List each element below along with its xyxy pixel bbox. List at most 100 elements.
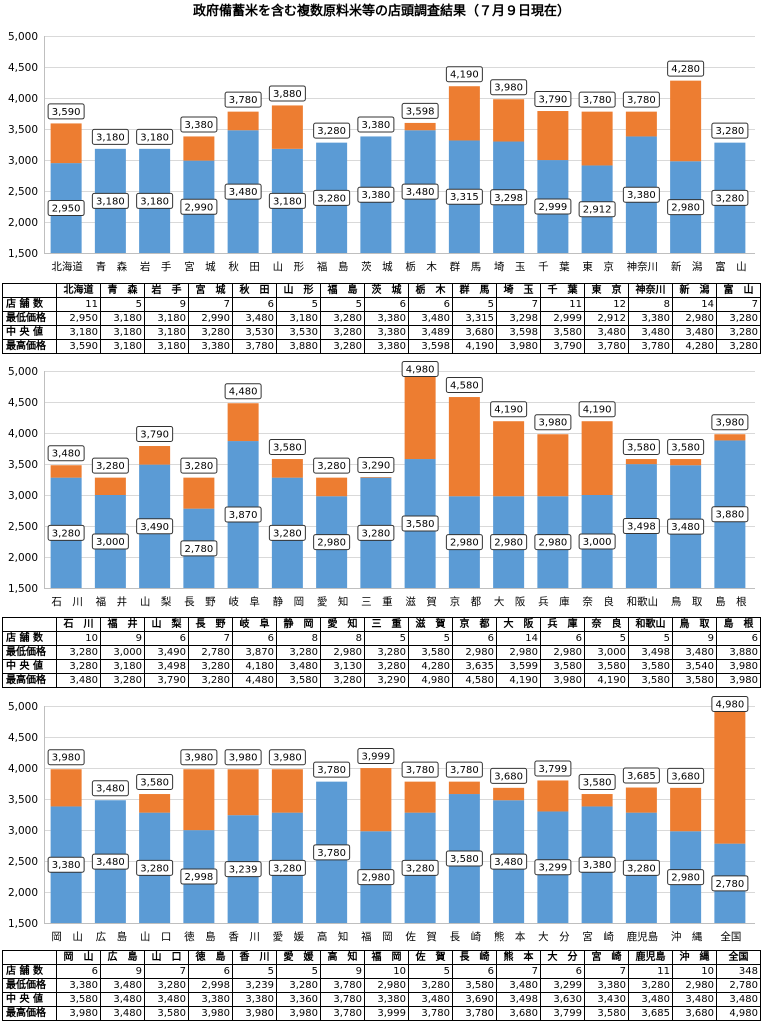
data-label-box	[711, 414, 749, 431]
table-cell: 3,280	[144, 978, 189, 993]
table-cell: 3,680	[452, 325, 497, 340]
table-cell: 2,980	[320, 645, 365, 660]
y-tick-label: 5,000	[8, 701, 38, 713]
bar-range-segment	[537, 780, 569, 812]
table-cell: 3,280	[188, 673, 233, 688]
table-cell: 3,980	[716, 673, 761, 688]
data-labels: 3,480 3,280 3,280 3,000 3,790 3,490 3,280 2,780…	[47, 361, 749, 557]
bar-range-segment	[493, 99, 525, 142]
data-label-text: 3,380	[583, 860, 612, 871]
data-label-text: 3,280	[140, 863, 169, 874]
max-price-label: 3,180	[91, 128, 129, 145]
data-label-box	[401, 361, 439, 377]
min-price-label: 3,280	[313, 189, 351, 206]
data-label-text: 3,498	[627, 522, 656, 533]
table-cell: 3,480	[56, 673, 101, 688]
data-label-box	[268, 859, 306, 876]
table-header-cell: 愛 媛	[276, 950, 321, 965]
data-label-box	[91, 780, 129, 797]
category-label: 福 井	[96, 595, 128, 608]
min-price-label: 2,980	[313, 534, 351, 551]
table-cell: 3,580	[144, 1006, 189, 1021]
bar-range-segment	[316, 477, 348, 497]
bar-range-segment	[670, 787, 702, 832]
data-label-box	[47, 445, 85, 462]
data-label-text: 3,780	[317, 765, 346, 776]
table-cell: 3,360	[276, 992, 321, 1007]
y-tick-label: 2,500	[8, 521, 38, 533]
bar-range-segment	[183, 136, 215, 161]
data-label-box	[578, 774, 616, 791]
table-cell: 3,000	[100, 645, 145, 660]
table-cell: 3,980	[496, 339, 541, 354]
data-label-text: 2,980	[362, 873, 391, 884]
min-price-label: 3,498	[622, 518, 660, 535]
data-label-text: 3,280	[273, 863, 302, 874]
data-label-text: 3,180	[140, 132, 169, 143]
category-label: 秋 田	[228, 260, 260, 273]
data-label-box	[224, 91, 262, 108]
table-header-cell: 福 島	[320, 283, 365, 298]
table-cell: 2,780	[716, 978, 761, 993]
data-label-text: 3,280	[96, 461, 125, 472]
category-label: 岐 阜	[228, 595, 260, 608]
table-cell: 2,999	[540, 311, 585, 326]
data-label-box	[622, 767, 660, 784]
max-price-label: 3,580	[622, 439, 660, 456]
data-labels: 3,590 2,950 3,180 3,180 3,180 3,180 3,380 2,990…	[47, 60, 749, 218]
min-price-label: 3,000	[578, 533, 616, 550]
min-price-label: 3,280	[268, 524, 306, 541]
data-label-text: 3,790	[539, 95, 568, 106]
category-label: 広 島	[96, 930, 128, 943]
bar-range-segment	[670, 459, 702, 466]
category-label: 富 山	[715, 260, 747, 273]
table-row-label: 最低価格	[2, 978, 57, 993]
data-label-box	[91, 853, 129, 870]
min-price-label: 3,280	[711, 189, 749, 206]
data-label-text: 3,299	[539, 863, 568, 874]
category-label: 北海道	[51, 260, 83, 273]
data-label-box	[667, 767, 705, 784]
y-tick-label: 3,000	[8, 490, 38, 502]
category-label: 沖 縄	[671, 930, 703, 943]
max-price-label: 3,280	[313, 457, 351, 474]
min-price-label: 3,280	[136, 859, 174, 876]
data-label-box	[91, 128, 129, 145]
data-label-text: 3,590	[52, 107, 81, 118]
table-cell: 3,498	[496, 992, 541, 1007]
bar-range-segment	[581, 421, 613, 495]
data-label-text: 3,280	[362, 528, 391, 539]
table-header-cell: 宮 崎	[584, 950, 629, 965]
bar-range-segment	[50, 465, 82, 478]
category-label: 京 都	[450, 595, 482, 608]
table-cell: 6	[364, 297, 409, 312]
table-header-cell: 福 岡	[364, 950, 409, 965]
data-label-box	[622, 91, 660, 108]
data-label-box	[91, 457, 129, 474]
table-row-store-count: 店 舗 数 11 5 9 7 6 5 5 6 6 5 7 11 12 8 14 7	[2, 297, 761, 312]
table-cell: 7	[584, 964, 629, 979]
data-label-box	[445, 761, 483, 778]
table-header-cell: 富 山	[716, 283, 761, 298]
min-price-label: 3,480	[401, 183, 439, 200]
table-cell: 8	[628, 297, 673, 312]
table-cell: 3,598	[408, 339, 453, 354]
data-label-box	[313, 534, 351, 551]
max-price-label: 3,680	[667, 767, 705, 784]
table-cell: 3,280	[364, 659, 409, 674]
table-cell: 9	[144, 297, 189, 312]
table-cell: 3,799	[540, 1006, 585, 1021]
data-label-box	[490, 767, 528, 784]
table-cell: 3,180	[144, 339, 189, 354]
bar-range-segment	[581, 794, 613, 807]
table-header-cell: 福 井	[100, 617, 145, 632]
table-cell: 7	[496, 297, 541, 312]
min-price-label: 2,912	[578, 201, 616, 218]
data-label-box	[268, 749, 306, 766]
table-header-cell: 全国	[716, 950, 761, 965]
y-tick-label: 4,000	[8, 763, 38, 775]
data-label-text: 3,380	[185, 120, 214, 131]
category-label: 愛 媛	[273, 930, 305, 943]
table-cell: 9	[100, 964, 145, 979]
chart-panel-3: 5,000 4,500 4,000 3,500 3,000 2,500 2,000 1,500…	[8, 696, 755, 943]
